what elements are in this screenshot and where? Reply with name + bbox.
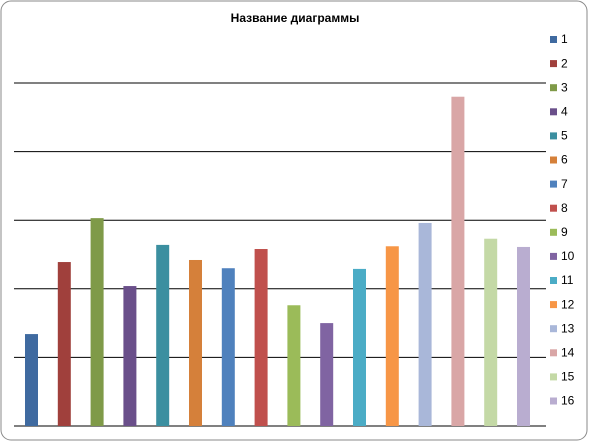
bar: [484, 238, 498, 426]
legend-label: 15: [561, 370, 575, 384]
legend-label: 11: [561, 273, 574, 287]
bar: [221, 268, 235, 426]
legend-label: 9: [561, 225, 568, 239]
legend-swatch: [550, 204, 557, 212]
bar: [90, 218, 104, 426]
legend-label: 3: [561, 80, 568, 94]
legend-label: 4: [561, 104, 568, 118]
legend-label: 6: [561, 153, 568, 167]
legend-label: 13: [561, 321, 575, 335]
legend-swatch: [550, 36, 557, 43]
bar: [57, 262, 71, 426]
bar: [418, 222, 432, 426]
legend-label: 12: [561, 297, 575, 311]
bar: [451, 96, 465, 426]
bar: [254, 249, 268, 426]
legend-swatch: [550, 84, 557, 92]
legend-label: 8: [561, 201, 568, 215]
bar: [156, 244, 170, 426]
legend-swatch: [550, 252, 557, 260]
bar: [189, 259, 202, 426]
legend-label: 10: [561, 249, 575, 263]
legend-swatch: [550, 349, 557, 357]
legend-swatch: [550, 277, 557, 284]
legend-swatch: [550, 156, 557, 164]
bar: [320, 323, 334, 426]
bar: [517, 246, 530, 426]
legend-swatch: [550, 228, 557, 236]
bar: [385, 246, 399, 426]
legend-swatch: [550, 397, 557, 405]
legend-label: 2: [561, 56, 568, 70]
legend-label: 5: [561, 129, 568, 143]
legend-swatch: [550, 325, 557, 333]
legend-label: 14: [561, 345, 575, 359]
legend-swatch: [550, 108, 557, 116]
bar: [353, 268, 366, 426]
legend-label: 16: [561, 394, 575, 408]
bar: [123, 286, 137, 426]
legend-label: 7: [561, 177, 568, 191]
bar: [287, 305, 301, 426]
bar: [25, 334, 38, 426]
legend-swatch: [550, 180, 557, 188]
legend-swatch: [550, 132, 557, 140]
legend-label: 1: [561, 32, 568, 46]
legend-swatch: [550, 60, 557, 68]
legend-swatch: [550, 373, 557, 381]
legend-swatch: [550, 301, 557, 309]
chart-title: Название диаграммы: [231, 11, 360, 25]
